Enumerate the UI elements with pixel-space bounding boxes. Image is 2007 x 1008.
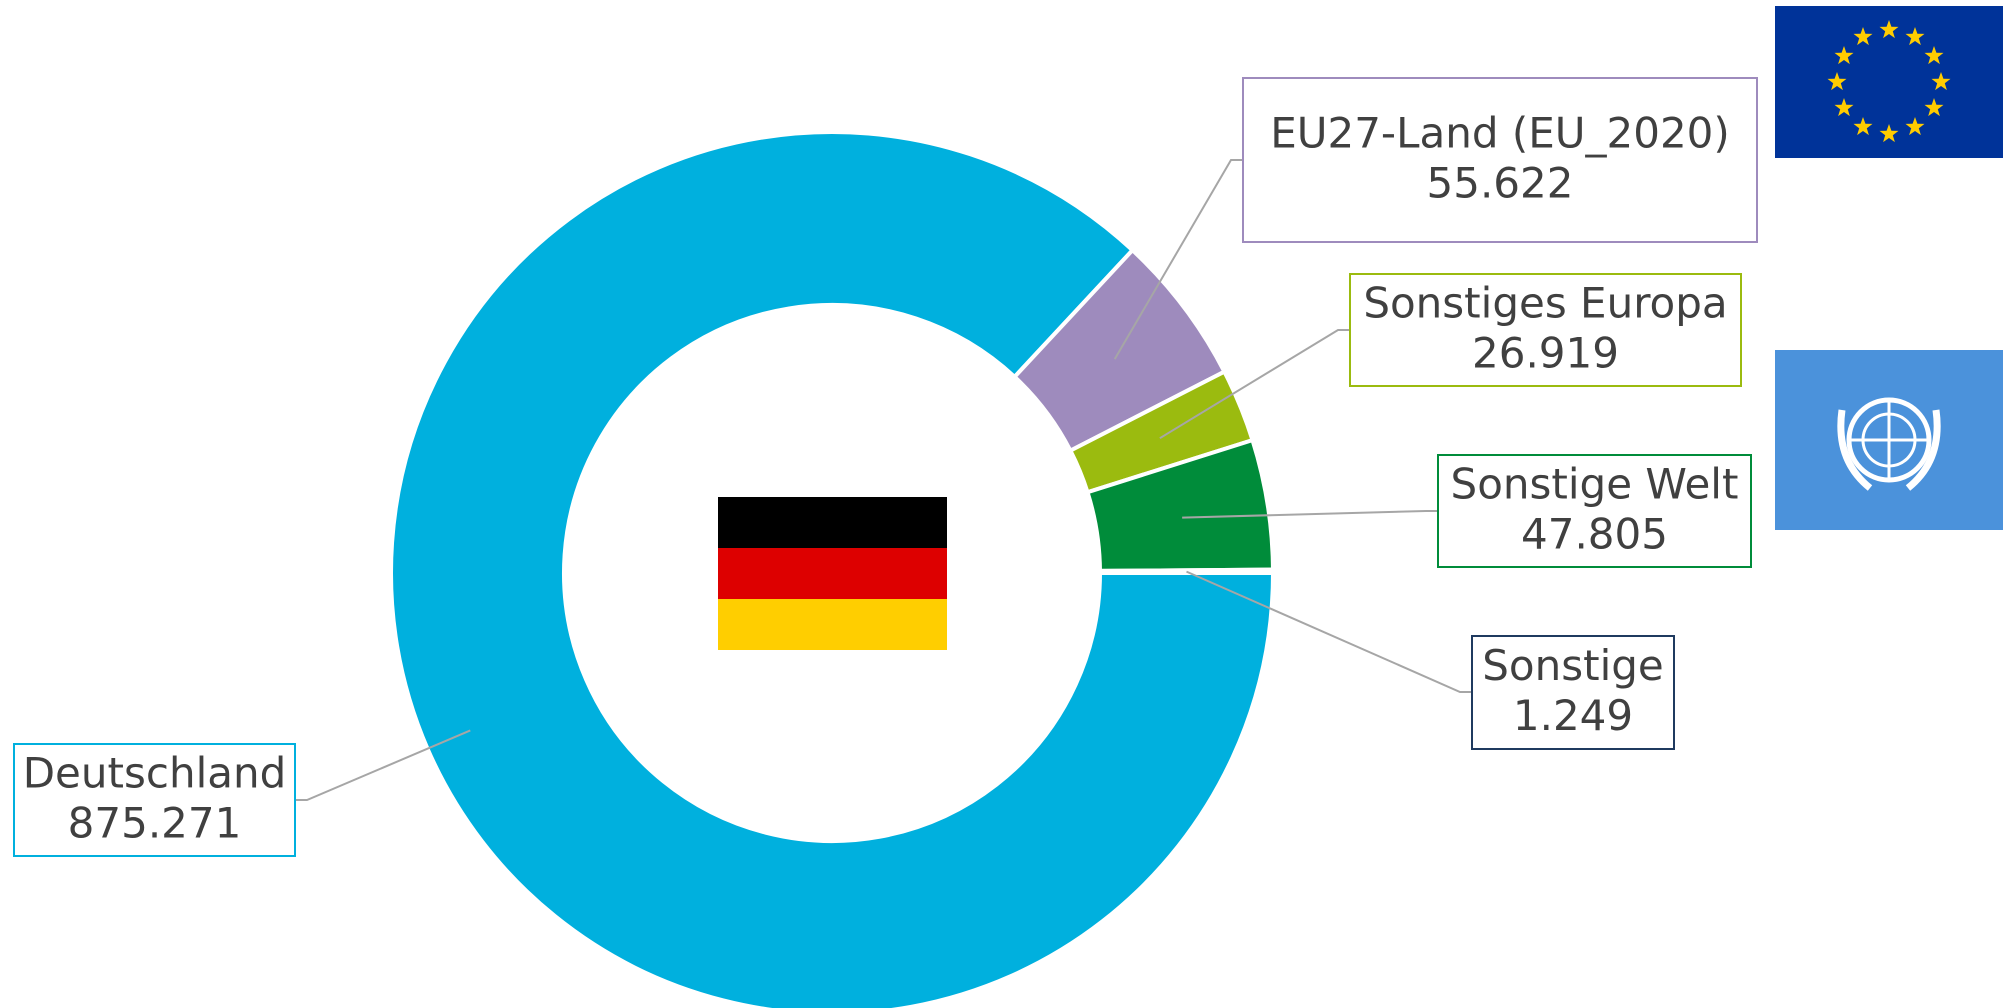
star: [1827, 72, 1847, 91]
value-label: 55.622: [1427, 159, 1574, 208]
star: [1834, 98, 1854, 117]
slice-label: Sonstige Welt: [1451, 460, 1739, 509]
star: [1905, 27, 1925, 46]
label-box: [1349, 273, 1742, 387]
label-box: [13, 743, 296, 857]
star: [1834, 46, 1854, 65]
star: [1879, 124, 1899, 143]
slice-label: Sonstige: [1482, 641, 1664, 690]
leader-line: [1186, 570, 1472, 693]
german-flag: [718, 497, 947, 650]
value-label: 1.249: [1513, 691, 1633, 740]
star: [1853, 117, 1873, 136]
value-label: 26.919: [1472, 329, 1619, 378]
star: [1905, 117, 1925, 136]
star: [1853, 27, 1873, 46]
slice: [1097, 567, 1276, 575]
label-box: [1242, 77, 1758, 243]
slice-label: EU27-Land (EU_2020): [1270, 109, 1730, 158]
leader-line: [295, 729, 471, 801]
leader-line: [1113, 159, 1243, 360]
un-flag: [1775, 350, 2003, 530]
label-box: [1471, 635, 1675, 750]
slice-label: Sonstiges Europa: [1363, 279, 1727, 328]
leader-line: [1159, 329, 1350, 440]
slice: [389, 130, 1276, 1008]
slice-label: Deutschland: [23, 749, 287, 798]
label-box: [1437, 454, 1752, 568]
eu-flag: [1775, 6, 2003, 158]
star: [1924, 98, 1944, 117]
star: [1931, 72, 1951, 91]
value-label: 875.271: [68, 799, 242, 848]
star: [1879, 20, 1899, 39]
star: [1924, 46, 1944, 65]
leader-line: [1182, 510, 1438, 519]
value-label: 47.805: [1521, 510, 1668, 559]
